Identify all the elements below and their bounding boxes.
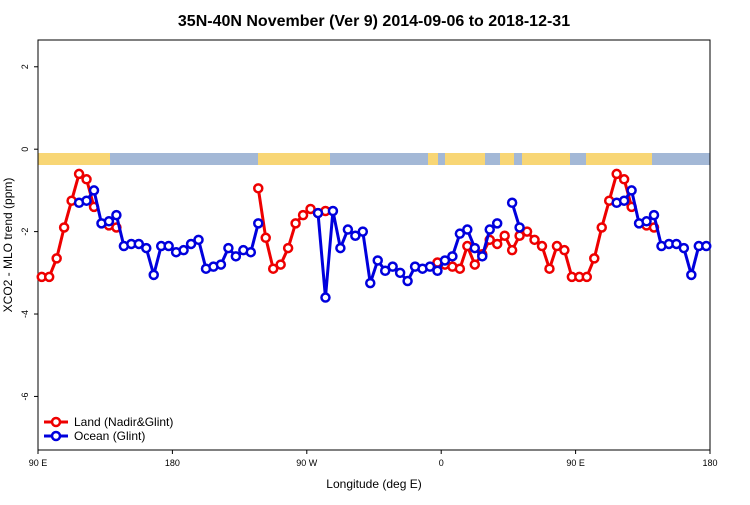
- data-point: [581, 271, 593, 283]
- data-point: [454, 228, 466, 239]
- data-point: [372, 255, 383, 266]
- data-point: [439, 255, 451, 266]
- data-point: [81, 195, 92, 206]
- y-tick-label: -2: [20, 228, 30, 236]
- data-point: [148, 269, 159, 281]
- data-point: [536, 240, 548, 252]
- data-point: [402, 275, 413, 287]
- data-point: [618, 174, 630, 185]
- data-point: [596, 222, 607, 233]
- data-point: [185, 238, 197, 250]
- data-point: [215, 259, 227, 270]
- y-axis-label: XCO2 - MLO trend (ppm): [1, 178, 15, 313]
- legend-label: Land (Nadir&Glint): [74, 415, 173, 429]
- x-axis-label: Longitude (deg E): [326, 477, 421, 491]
- data-point: [282, 242, 294, 254]
- x-tick-label: 90 E: [566, 458, 585, 468]
- data-point: [320, 292, 331, 303]
- x-tick-label: 180: [165, 458, 180, 468]
- data-point: [73, 168, 85, 180]
- data-point: [51, 253, 62, 264]
- data-point: [297, 209, 309, 221]
- data-point: [424, 261, 436, 272]
- data-point: [432, 265, 443, 277]
- land-ocean-strip: [38, 153, 710, 165]
- data-point: [305, 203, 316, 215]
- data-point: [357, 226, 369, 237]
- data-point: [477, 251, 488, 262]
- data-point: [267, 263, 279, 274]
- data-point: [223, 242, 234, 254]
- data-point: [312, 207, 324, 219]
- data-point: [589, 253, 600, 264]
- y-tick-label: -4: [20, 310, 30, 318]
- data-point: [342, 224, 354, 235]
- data-point: [253, 183, 264, 194]
- data-point: [462, 224, 473, 235]
- data-point: [81, 174, 92, 185]
- data-point: [260, 232, 271, 244]
- data-point: [701, 240, 712, 252]
- data-point: [506, 244, 518, 256]
- data-point: [484, 224, 495, 235]
- data-point: [469, 242, 481, 254]
- data-point: [178, 244, 189, 256]
- data-point: [103, 216, 115, 227]
- data-point: [447, 251, 458, 262]
- legend-label: Ocean (Glint): [74, 429, 145, 443]
- y-tick-label: 0: [20, 147, 30, 152]
- data-point: [230, 251, 242, 262]
- data-point: [58, 222, 70, 233]
- data-point: [678, 242, 690, 254]
- data-point: [491, 218, 503, 229]
- legend-marker: [50, 430, 62, 442]
- data-point: [88, 185, 100, 196]
- data-point: [469, 259, 481, 270]
- x-tick-label: 0: [439, 458, 444, 468]
- data-point: [379, 265, 391, 277]
- data-point: [335, 242, 346, 254]
- data-point: [491, 238, 503, 250]
- data-point: [559, 244, 570, 256]
- data-point: [454, 263, 466, 274]
- data-point: [521, 226, 533, 237]
- data-point: [686, 269, 697, 281]
- x-tick-label: 90 E: [29, 458, 48, 468]
- data-point: [111, 209, 122, 221]
- data-point: [671, 238, 682, 250]
- data-point: [365, 277, 376, 289]
- data-point: [163, 240, 174, 252]
- data-point: [193, 234, 204, 246]
- data-point: [611, 168, 622, 180]
- y-tick-label: 2: [20, 64, 30, 69]
- data-point: [544, 263, 555, 274]
- data-point: [626, 185, 637, 196]
- data-point: [529, 234, 540, 246]
- data-point: [253, 218, 264, 229]
- data-point: [141, 242, 152, 254]
- y-tick-label: -6: [20, 392, 30, 400]
- data-point: [514, 222, 525, 233]
- x-tick-label: 90 W: [296, 458, 318, 468]
- chart-title: 35N-40N November (Ver 9) 2014-09-06 to 2…: [178, 13, 570, 30]
- data-point: [506, 197, 518, 209]
- data-point: [499, 230, 510, 241]
- data-point: [43, 271, 55, 283]
- data-point: [290, 218, 301, 229]
- data-point: [387, 261, 398, 272]
- data-point: [551, 240, 563, 252]
- data-point: [327, 205, 339, 217]
- data-point: [275, 259, 286, 270]
- data-point: [641, 216, 652, 227]
- data-point: [245, 246, 257, 258]
- x-tick-label: 180: [702, 458, 717, 468]
- data-point: [618, 195, 630, 206]
- data-point: [350, 230, 361, 241]
- legend-marker: [50, 416, 62, 428]
- data-point: [648, 209, 660, 221]
- data-point: [133, 238, 145, 250]
- data-point: [394, 267, 406, 279]
